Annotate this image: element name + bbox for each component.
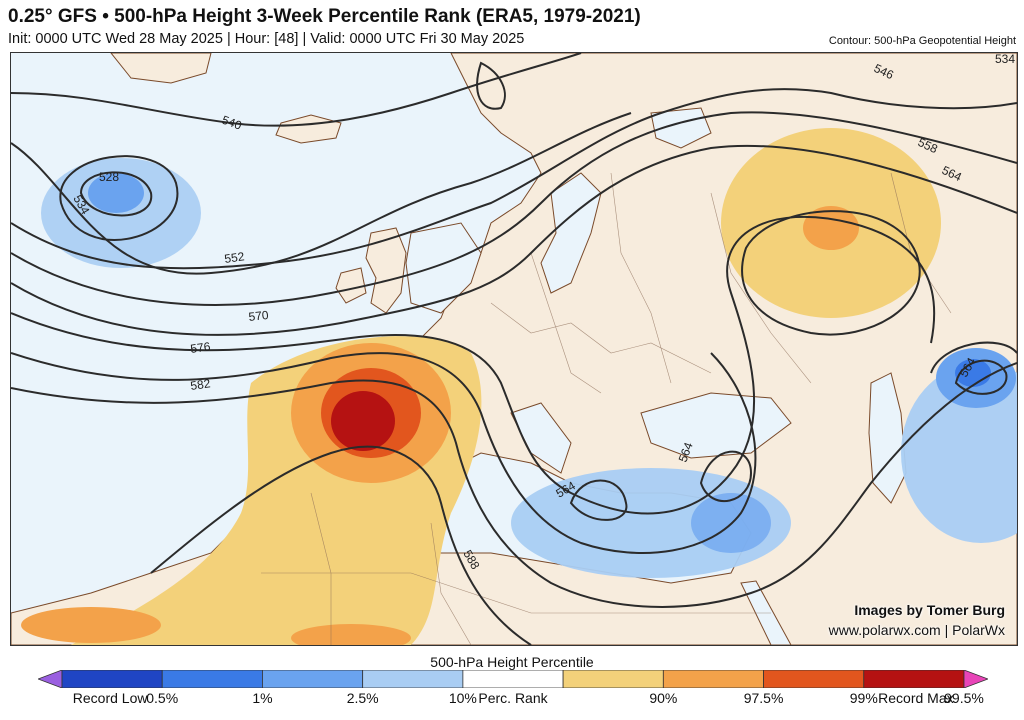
- colorbar-label: Record Max: [878, 690, 954, 706]
- colorbar-segment: [863, 670, 965, 688]
- contour-label-570: 570: [248, 308, 270, 324]
- contour-564-greece: [569, 479, 628, 521]
- anomaly-10pct-caspian: [901, 363, 1017, 543]
- colorbar-labels: Record Low 0.5% 1% 2.5% 10% Perc. Rank 90% 97.5…: [0, 690, 1024, 710]
- contour-label-564-turkey: 564: [676, 440, 696, 464]
- contour-570: [11, 215, 936, 515]
- contour-label-582: 582: [189, 376, 211, 393]
- high-anomalies: [21, 128, 941, 645]
- caspian-sea: [868, 372, 907, 504]
- contour-note: Contour: 500-hPa Geopotential Height: [828, 35, 1016, 47]
- colorbar-segment-record-low: [38, 670, 63, 688]
- colorbar-segment: [61, 670, 163, 688]
- contour-564-turkey: [699, 450, 753, 502]
- contour-label-534-ne: 534: [995, 53, 1015, 66]
- contour-558-caspian: [954, 359, 1008, 395]
- anomaly-10pct-atlantic: [41, 158, 201, 268]
- country-borders: [261, 172, 952, 645]
- contour-534-closed: [59, 155, 179, 241]
- colorbar-label: 99%: [849, 690, 878, 706]
- contour-label-540: 540: [220, 113, 244, 133]
- contour-576: [11, 352, 757, 554]
- colorbar-label: 2.5%: [346, 690, 379, 706]
- greenland: [110, 53, 212, 84]
- anomaly-97p5pct-africa: [21, 607, 161, 643]
- colorbar-label: Perc. Rank: [478, 690, 548, 706]
- colorbar-label: 99.5%: [944, 690, 984, 706]
- map-title: 0.25° GFS • 500-hPa Height 3-Week Percen…: [8, 6, 641, 27]
- height-contours: [11, 53, 1017, 645]
- colorbar-label: 1%: [252, 690, 273, 706]
- anomaly-99p5pct-iberia: [331, 391, 395, 451]
- contour-588: [150, 445, 532, 645]
- colorbar-label: 97.5%: [743, 690, 784, 706]
- contour-528: [79, 171, 153, 217]
- contour-564-russia: [741, 210, 921, 336]
- contour-546-closed: [476, 61, 506, 110]
- contour-558: [11, 111, 1017, 306]
- ireland: [335, 267, 367, 304]
- contour-552: [11, 88, 1017, 270]
- colorbar-label: 90%: [649, 690, 678, 706]
- colorbar-title: 500-hPa Height Percentile: [430, 654, 594, 670]
- contour-546-west: [11, 53, 582, 127]
- north-sea: [405, 222, 482, 314]
- colorbar-segment: [161, 670, 263, 688]
- credit-website: www.polarwx.com | PolarWx: [828, 622, 1005, 638]
- contour-label-552: 552: [223, 249, 245, 266]
- colorbar-segment: [262, 670, 364, 688]
- colorbar-segment: [562, 670, 664, 688]
- colorbar: [38, 670, 988, 688]
- anomaly-2p5pct-atlantic: [88, 173, 144, 213]
- map-canvas: 528 534 540 546 552 558 564 570 576 582 …: [11, 53, 1017, 645]
- colorbar-label: Record Low: [72, 690, 148, 706]
- contour-564: [11, 144, 1017, 336]
- colorbar-segment: [763, 670, 865, 688]
- colorbar-segment: [662, 670, 764, 688]
- colorbar-segment: [362, 670, 464, 688]
- contour-label-576: 576: [189, 339, 211, 356]
- contour-label-528: 528: [99, 170, 119, 184]
- contour-564-caspian: [930, 341, 1017, 374]
- colorbar-label: 0.5%: [146, 690, 179, 706]
- colorbar-segment: [462, 670, 564, 688]
- colorbar-segment-record-max: [963, 670, 988, 688]
- credit-author: Images by Tomer Burg: [854, 602, 1005, 618]
- colorbar-label: 10%: [448, 690, 477, 706]
- contour-540: [11, 112, 632, 275]
- map-panel: 528 534 540 546 552 558 564 570 576 582 …: [10, 52, 1018, 646]
- map-subtitle: Init: 0000 UTC Wed 28 May 2025 | Hour: […: [8, 31, 525, 47]
- contour-582: [11, 362, 1017, 608]
- anomaly-97p5pct-africa-east: [291, 624, 411, 645]
